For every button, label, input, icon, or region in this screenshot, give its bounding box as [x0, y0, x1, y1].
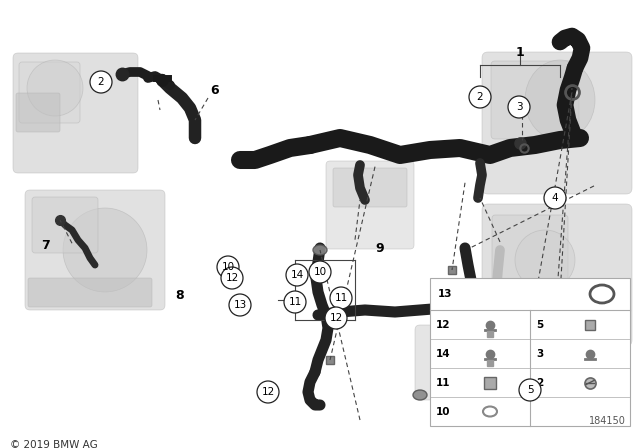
- Ellipse shape: [465, 297, 479, 307]
- Ellipse shape: [515, 230, 575, 290]
- FancyBboxPatch shape: [491, 61, 579, 139]
- Text: 11: 11: [289, 297, 301, 307]
- Text: 12: 12: [330, 313, 342, 323]
- Text: 5: 5: [527, 385, 533, 395]
- Circle shape: [309, 261, 331, 283]
- Ellipse shape: [413, 390, 427, 400]
- Circle shape: [508, 96, 530, 118]
- Text: 2: 2: [98, 77, 104, 87]
- FancyBboxPatch shape: [471, 281, 554, 389]
- FancyBboxPatch shape: [32, 197, 98, 253]
- Circle shape: [257, 381, 279, 403]
- Text: 3: 3: [536, 349, 543, 358]
- Text: 2: 2: [536, 378, 543, 388]
- Text: 11: 11: [334, 293, 348, 303]
- Text: 9: 9: [376, 241, 384, 254]
- Text: 10: 10: [221, 262, 235, 272]
- FancyBboxPatch shape: [333, 168, 407, 207]
- FancyBboxPatch shape: [25, 190, 165, 310]
- FancyBboxPatch shape: [16, 93, 60, 132]
- Text: 12: 12: [261, 387, 275, 397]
- Text: 14: 14: [291, 270, 303, 280]
- FancyBboxPatch shape: [482, 52, 632, 194]
- Text: 2: 2: [477, 92, 483, 102]
- Ellipse shape: [313, 245, 327, 255]
- Text: 13: 13: [438, 289, 452, 299]
- Text: 13: 13: [234, 300, 246, 310]
- Ellipse shape: [27, 60, 83, 116]
- FancyBboxPatch shape: [326, 161, 414, 249]
- Circle shape: [325, 307, 347, 329]
- Text: 6: 6: [211, 83, 220, 96]
- Circle shape: [217, 256, 239, 278]
- Circle shape: [229, 294, 251, 316]
- Text: 12: 12: [225, 273, 239, 283]
- Circle shape: [330, 287, 352, 309]
- Text: 5: 5: [536, 319, 543, 329]
- Circle shape: [221, 267, 243, 289]
- Text: 10: 10: [436, 406, 451, 417]
- Text: 14: 14: [436, 349, 451, 358]
- FancyBboxPatch shape: [13, 53, 138, 173]
- Text: © 2019 BMW AG: © 2019 BMW AG: [10, 440, 98, 448]
- Text: 10: 10: [314, 267, 326, 277]
- Bar: [430, 278, 630, 426]
- FancyBboxPatch shape: [492, 215, 568, 281]
- Circle shape: [544, 187, 566, 209]
- Text: 1: 1: [516, 46, 524, 59]
- Circle shape: [284, 291, 306, 313]
- Text: 11: 11: [436, 378, 451, 388]
- Text: 184150: 184150: [589, 416, 626, 426]
- Ellipse shape: [63, 208, 147, 292]
- FancyBboxPatch shape: [28, 278, 152, 307]
- Text: 7: 7: [42, 238, 51, 251]
- Circle shape: [90, 71, 112, 93]
- Circle shape: [519, 379, 541, 401]
- Text: 4: 4: [552, 193, 558, 203]
- FancyBboxPatch shape: [19, 62, 80, 123]
- Ellipse shape: [525, 60, 595, 140]
- Circle shape: [469, 86, 491, 108]
- Text: 12: 12: [436, 319, 451, 329]
- Circle shape: [286, 264, 308, 286]
- Text: 8: 8: [176, 289, 184, 302]
- FancyBboxPatch shape: [482, 204, 632, 346]
- FancyBboxPatch shape: [415, 325, 485, 400]
- Text: 3: 3: [516, 102, 522, 112]
